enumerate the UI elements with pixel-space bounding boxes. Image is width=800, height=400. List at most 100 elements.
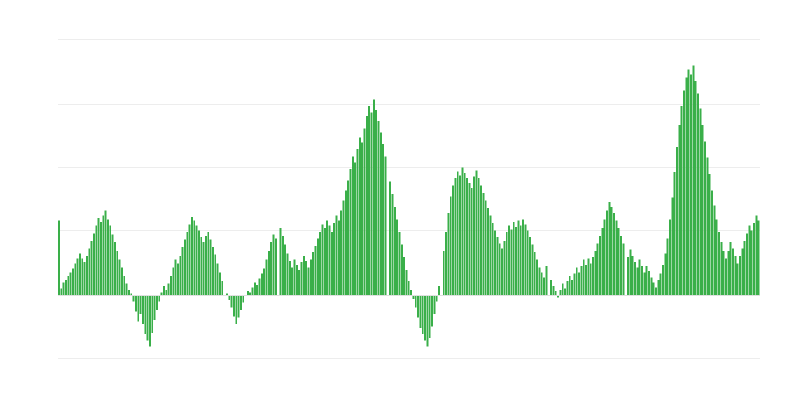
bar xyxy=(375,109,378,295)
bar xyxy=(225,293,228,295)
bar xyxy=(636,267,639,295)
bar xyxy=(391,194,394,295)
bar xyxy=(314,245,317,295)
bar xyxy=(195,225,198,295)
bar xyxy=(746,233,748,295)
bar xyxy=(300,262,303,295)
bar xyxy=(151,295,154,333)
bar xyxy=(155,295,158,311)
bar xyxy=(729,242,732,295)
bar xyxy=(662,264,664,295)
bar xyxy=(736,263,739,295)
bar xyxy=(701,124,704,296)
bar xyxy=(62,282,65,295)
bar xyxy=(396,219,399,295)
bar xyxy=(132,295,135,302)
bar xyxy=(65,279,67,295)
bar xyxy=(256,284,259,295)
bar xyxy=(627,257,629,295)
bar xyxy=(246,291,249,295)
bar xyxy=(419,295,422,328)
bar xyxy=(83,262,86,295)
bar xyxy=(172,267,175,295)
bar xyxy=(475,170,478,295)
bar xyxy=(421,295,424,335)
bar xyxy=(130,293,133,295)
bar xyxy=(755,215,758,295)
bar xyxy=(288,260,291,295)
bar xyxy=(118,259,121,295)
bar xyxy=(540,272,543,295)
bar xyxy=(634,262,636,295)
bar xyxy=(753,223,755,295)
bar xyxy=(71,268,74,295)
bar xyxy=(167,283,170,295)
bar xyxy=(400,244,403,295)
bar xyxy=(589,263,592,295)
bar xyxy=(60,288,63,295)
bar xyxy=(671,197,674,295)
bar xyxy=(228,295,231,301)
bar xyxy=(732,248,734,295)
bar xyxy=(81,258,84,295)
bar xyxy=(585,264,587,295)
bar xyxy=(722,250,725,295)
bar xyxy=(412,295,415,299)
bar xyxy=(109,225,112,295)
bar xyxy=(543,277,546,295)
bar xyxy=(284,244,287,295)
bar xyxy=(519,225,522,295)
bar xyxy=(354,162,357,295)
bar xyxy=(347,180,350,295)
bar xyxy=(92,233,95,295)
bar xyxy=(494,230,497,295)
bar xyxy=(615,220,618,295)
bar xyxy=(204,235,207,295)
bar xyxy=(655,287,657,295)
bar xyxy=(713,205,716,295)
bar xyxy=(536,259,539,295)
bar xyxy=(176,263,179,295)
bar xyxy=(106,219,109,295)
bar xyxy=(410,289,413,295)
bar xyxy=(251,287,254,295)
bar xyxy=(342,200,345,295)
bar xyxy=(258,278,261,295)
bar xyxy=(617,228,620,295)
bar xyxy=(552,286,555,295)
bar xyxy=(725,258,727,295)
bar xyxy=(477,177,480,295)
bar xyxy=(333,223,336,295)
bar xyxy=(179,255,182,295)
bar xyxy=(641,266,643,295)
bar xyxy=(603,219,606,295)
bar xyxy=(237,295,240,318)
bar xyxy=(267,250,270,295)
bar xyxy=(650,277,653,295)
bar xyxy=(573,273,576,295)
bar xyxy=(88,248,91,295)
bar xyxy=(321,224,324,295)
bar xyxy=(305,260,308,295)
bar xyxy=(554,291,557,295)
bar xyxy=(197,230,200,295)
bar xyxy=(202,242,205,295)
bar xyxy=(239,295,242,311)
bar xyxy=(99,221,102,295)
bar xyxy=(384,156,387,295)
bar xyxy=(249,292,252,295)
bar xyxy=(148,295,151,347)
bar xyxy=(113,242,116,295)
bar xyxy=(666,238,669,295)
bar xyxy=(123,276,126,295)
bar xyxy=(484,200,487,295)
bar xyxy=(515,226,518,295)
bar xyxy=(564,288,566,295)
bar xyxy=(669,219,671,295)
bar xyxy=(183,239,186,295)
bar xyxy=(302,255,305,295)
bar xyxy=(295,264,298,295)
bar xyxy=(687,69,690,296)
bar xyxy=(137,295,140,322)
bar xyxy=(480,185,483,295)
